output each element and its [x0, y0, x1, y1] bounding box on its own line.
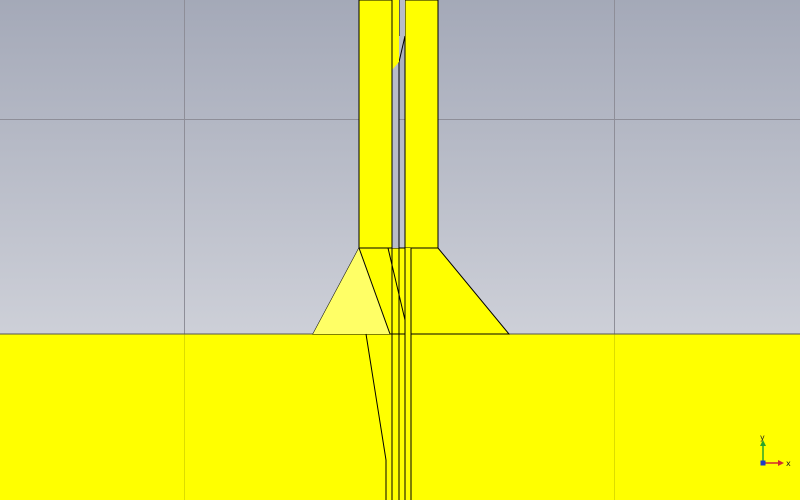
y-axis-arrow-icon [760, 440, 766, 446]
orientation-axes: y x [760, 434, 791, 468]
x-axis-arrow-icon [778, 460, 784, 466]
strip-fill [405, 248, 411, 500]
taper-edge [358, 247, 391, 335]
grid-overlay [184, 334, 615, 500]
feed-line-left [358, 0, 393, 249]
strip-segment [392, 0, 399, 70]
taper-highlight-face [313, 248, 390, 334]
ground-plane [0, 334, 800, 500]
axis-origin-icon [760, 460, 766, 466]
x-axis-label: x [786, 459, 791, 468]
strip-edge [365, 333, 387, 500]
y-axis-label: y [760, 434, 765, 442]
feed-line-right [404, 0, 439, 249]
